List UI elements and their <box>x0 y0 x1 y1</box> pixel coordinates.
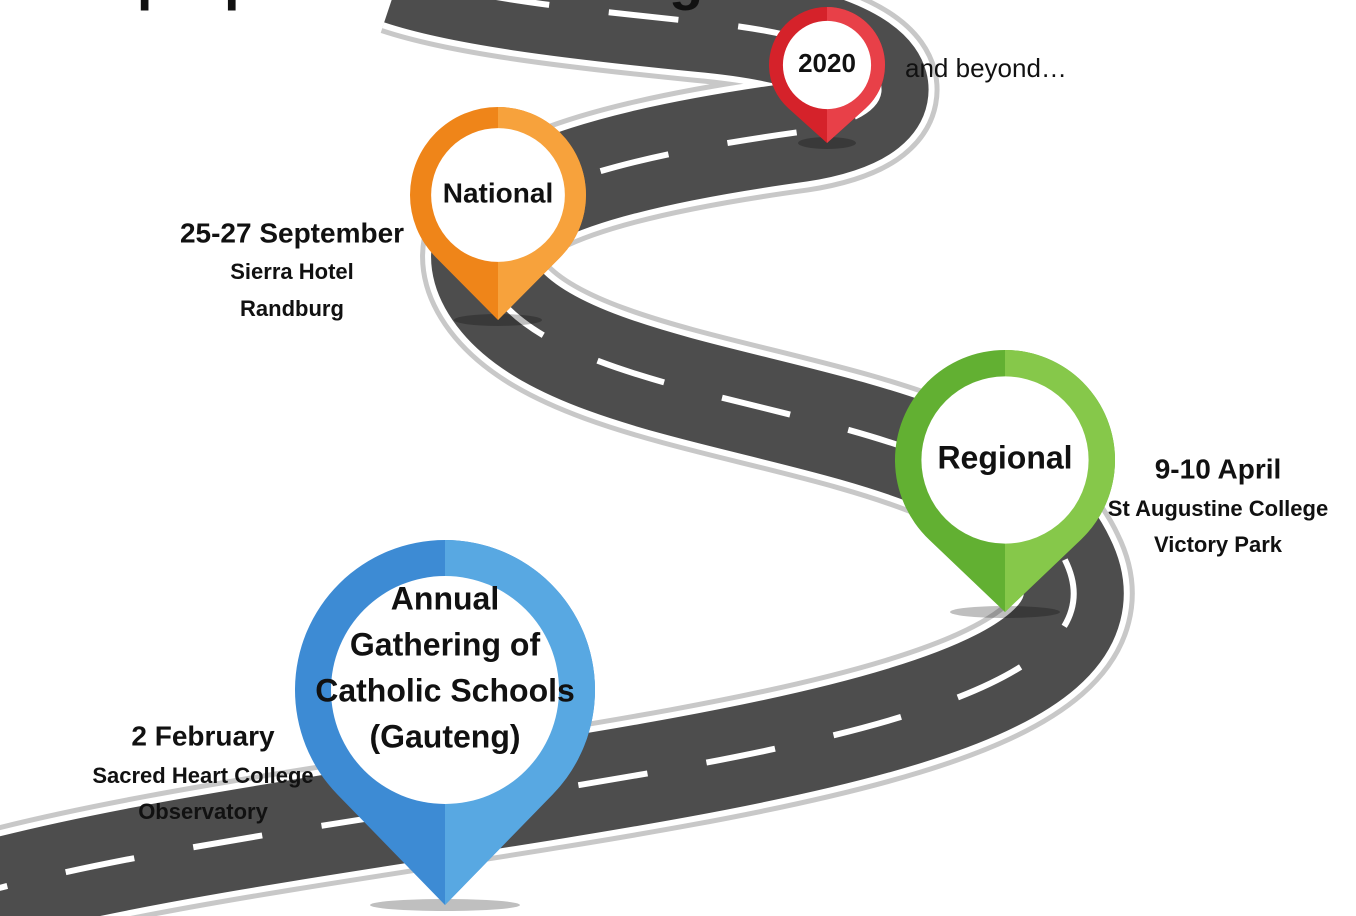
venue: Victory Park <box>1154 532 1283 557</box>
venue: Sacred Heart College <box>92 763 313 788</box>
pin-label: Catholic Schools <box>315 672 575 708</box>
pin-label: National <box>443 177 553 208</box>
roadmap: Our preparations has begun... Annual Gath… <box>0 0 1356 916</box>
pin-label: Regional <box>937 439 1072 475</box>
venue: Randburg <box>240 296 344 321</box>
venue: Sierra Hotel <box>230 259 354 284</box>
pin-label: Annual <box>391 580 499 616</box>
date: 9-10 April <box>1155 453 1282 484</box>
pin-label: 2020 <box>798 48 856 78</box>
pin-label: (Gauteng) <box>369 718 520 754</box>
title: Our preparations has begun... <box>22 0 819 11</box>
date: 2 February <box>131 720 275 751</box>
note: and beyond… <box>905 53 1067 83</box>
venue: Observatory <box>138 799 268 824</box>
date: 25-27 September <box>180 217 404 248</box>
venue: St Augustine College <box>1108 496 1328 521</box>
pin-label: Gathering of <box>350 626 541 662</box>
